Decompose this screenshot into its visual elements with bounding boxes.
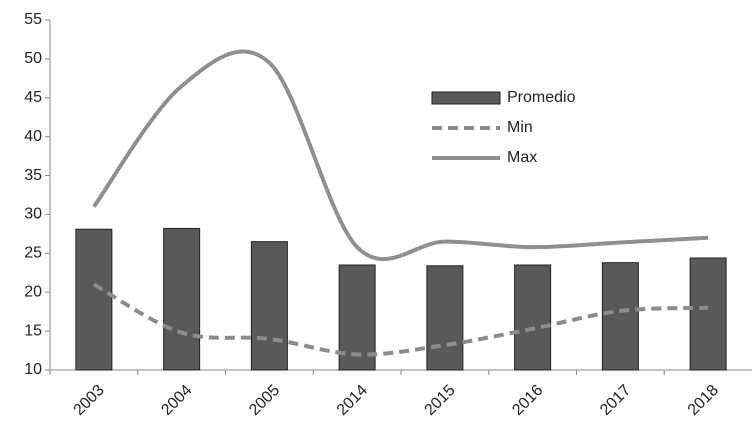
bar xyxy=(75,228,113,371)
y-tick-label: 25 xyxy=(24,245,42,262)
x-tick-label: 2018 xyxy=(685,382,722,419)
bar xyxy=(426,265,464,371)
legend-label: Max xyxy=(507,149,537,166)
legend-label: Promedio xyxy=(507,89,576,106)
y-tick-label: 55 xyxy=(24,11,42,28)
x-tick-label: 2015 xyxy=(421,382,458,419)
y-tick-label: 20 xyxy=(24,283,42,300)
line xyxy=(92,49,709,262)
y-tick-label: 35 xyxy=(24,167,42,184)
x-tick-label: 2004 xyxy=(158,382,195,419)
x-tick-label: 2005 xyxy=(246,382,283,419)
y-tick-label: 10 xyxy=(24,361,42,378)
x-tick-label: 2017 xyxy=(597,382,634,419)
x-tick-label: 2014 xyxy=(334,382,371,419)
y-tick-label: 50 xyxy=(24,50,42,67)
bar xyxy=(601,262,639,371)
y-tick-label: 15 xyxy=(24,322,42,339)
y-tick-label: 45 xyxy=(24,89,42,106)
bar xyxy=(250,241,288,371)
bar xyxy=(689,257,727,371)
x-tick-label: 2003 xyxy=(70,382,107,419)
y-tick-label: 40 xyxy=(24,128,42,145)
legend-swatch xyxy=(431,91,501,105)
bar xyxy=(514,264,552,371)
y-tick-label: 30 xyxy=(24,206,42,223)
line xyxy=(92,282,709,357)
legend-label: Min xyxy=(507,119,533,136)
x-tick-label: 2016 xyxy=(509,382,546,419)
bar xyxy=(163,227,201,371)
